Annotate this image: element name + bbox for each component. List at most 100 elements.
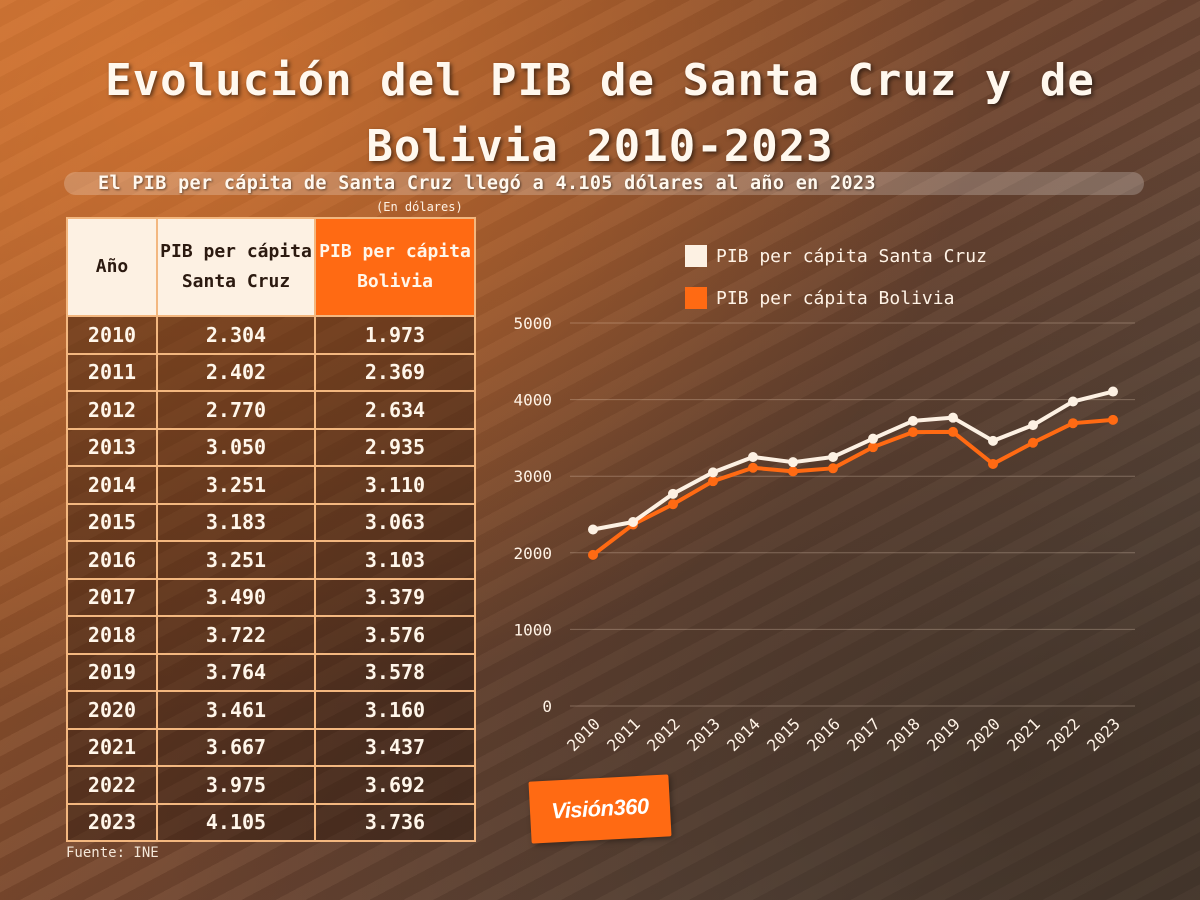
table-row: 2011 2.402 2.369 (66, 352, 476, 392)
santa-cruz-point (748, 451, 758, 462)
year-cell: 2013 (66, 427, 158, 467)
x-tick-label: 2016 (803, 714, 844, 755)
santa-cruz-cell: 3.490 (156, 577, 316, 617)
year-cell: 2010 (66, 315, 158, 355)
bolivia-cell: 3.110 (314, 465, 476, 505)
bolivia-cell: 3.692 (314, 765, 476, 805)
santa-cruz-point (908, 415, 918, 426)
x-tick-label: 2023 (1083, 714, 1124, 755)
santa-cruz-cell: 3.975 (156, 765, 316, 805)
x-tick-label: 2010 (563, 714, 604, 755)
x-tick-label: 2013 (683, 714, 724, 755)
legend-label-santa-cruz: PIB per cápita Santa Cruz (716, 246, 987, 267)
santa-cruz-cell: 3.461 (156, 690, 316, 730)
source-note: Fuente: INE (66, 845, 159, 861)
table-body: 2010 2.304 1.973 2011 2.402 2.369 2012 2.770 2.6… (66, 315, 476, 842)
table-row: 2022 3.975 3.692 (66, 765, 476, 805)
bolivia-cell: 2.935 (314, 427, 476, 467)
year-cell: 2016 (66, 540, 158, 580)
legend-swatch-bolivia (685, 287, 707, 309)
bolivia-point (708, 476, 718, 487)
y-tick-label: 1000 (513, 620, 552, 639)
y-tick-label: 5000 (513, 314, 552, 333)
bolivia-point (748, 462, 758, 473)
bolivia-cell: 3.063 (314, 502, 476, 542)
bolivia-cell: 3.736 (314, 802, 476, 842)
header-bolivia: PIB per cápita Bolivia (314, 217, 476, 317)
bolivia-cell: 3.379 (314, 577, 476, 617)
santa-cruz-point (708, 467, 718, 478)
bolivia-cell: 3.103 (314, 540, 476, 580)
table-row: 2013 3.050 2.935 (66, 427, 476, 467)
table-row: 2017 3.490 3.379 (66, 577, 476, 617)
year-cell: 2012 (66, 390, 158, 430)
year-cell: 2020 (66, 690, 158, 730)
santa-cruz-point (948, 412, 958, 423)
year-cell: 2014 (66, 465, 158, 505)
bolivia-point (988, 458, 998, 469)
santa-cruz-point (868, 433, 878, 444)
bolivia-cell: 3.160 (314, 690, 476, 730)
header-year: Año (66, 217, 158, 317)
year-cell: 2017 (66, 577, 158, 617)
year-cell: 2018 (66, 615, 158, 655)
bolivia-point (828, 463, 838, 474)
santa-cruz-cell: 3.050 (156, 427, 316, 467)
santa-cruz-point (1068, 396, 1078, 407)
santa-cruz-cell: 2.770 (156, 390, 316, 430)
bolivia-point (668, 499, 678, 510)
table-row: 2021 3.667 3.437 (66, 727, 476, 767)
santa-cruz-cell: 2.402 (156, 352, 316, 392)
x-tick-label: 2020 (963, 714, 1004, 755)
santa-cruz-point (988, 435, 998, 446)
santa-cruz-point (628, 517, 638, 528)
y-tick-label: 4000 (513, 391, 552, 410)
santa-cruz-cell: 3.183 (156, 502, 316, 542)
bolivia-cell: 1.973 (314, 315, 476, 355)
table-row: 2019 3.764 3.578 (66, 652, 476, 692)
bolivia-cell: 2.634 (314, 390, 476, 430)
bolivia-cell: 2.369 (314, 352, 476, 392)
santa-cruz-cell: 3.764 (156, 652, 316, 692)
table-row: 2018 3.722 3.576 (66, 615, 476, 655)
x-tick-label: 2017 (843, 714, 884, 755)
x-tick-label: 2018 (883, 714, 924, 755)
santa-cruz-point (788, 457, 798, 468)
x-tick-label: 2012 (643, 714, 684, 755)
y-tick-label: 0 (542, 697, 552, 716)
x-tick-label: 2021 (1003, 714, 1044, 755)
santa-cruz-cell: 3.667 (156, 727, 316, 767)
table-row: 2014 3.251 3.110 (66, 465, 476, 505)
santa-cruz-point (588, 524, 598, 535)
gdp-table: Año PIB per cápita Santa Cruz PIB per cá… (66, 217, 476, 842)
bolivia-point (788, 466, 798, 477)
vision360-logo: Visión360 (528, 774, 672, 844)
subtitle-banner (64, 172, 1144, 195)
santa-cruz-point (668, 488, 678, 499)
bolivia-point (1108, 414, 1118, 425)
year-cell: 2022 (66, 765, 158, 805)
santa-cruz-point (1028, 420, 1038, 431)
santa-cruz-cell: 3.251 (156, 465, 316, 505)
bolivia-point (948, 426, 958, 437)
bolivia-point (908, 427, 918, 438)
subtitle: El PIB per cápita de Santa Cruz llegó a … (98, 173, 876, 194)
table-row: 2023 4.105 3.736 (66, 802, 476, 842)
y-tick-label: 2000 (513, 544, 552, 563)
year-cell: 2023 (66, 802, 158, 842)
x-tick-label: 2014 (723, 714, 764, 755)
x-tick-label: 2015 (763, 714, 804, 755)
bolivia-point (868, 442, 878, 453)
legend-label-bolivia: PIB per cápita Bolivia (716, 288, 954, 309)
santa-cruz-cell: 2.304 (156, 315, 316, 355)
header-santa-cruz: PIB per cápita Santa Cruz (156, 217, 316, 317)
logo-text: Visión360 (550, 793, 650, 824)
bolivia-cell: 3.437 (314, 727, 476, 767)
bolivia-point (1028, 437, 1038, 448)
page-title: Evolución del PIB de Santa Cruz y de Bol… (105, 55, 1095, 172)
year-cell: 2019 (66, 652, 158, 692)
x-tick-label: 2022 (1043, 714, 1084, 755)
units-note: (En dólares) (376, 200, 463, 214)
year-cell: 2015 (66, 502, 158, 542)
